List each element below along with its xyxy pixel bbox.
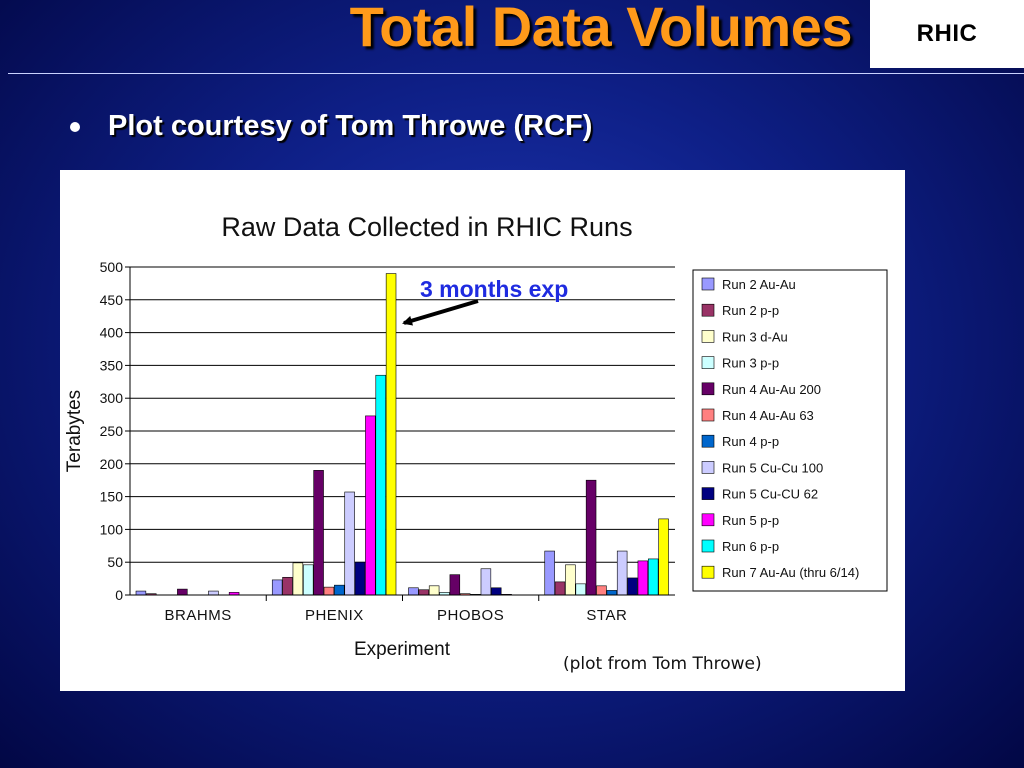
bar <box>365 415 376 596</box>
bullet-point: Plot courtesy of Tom Throwe (RCF) <box>70 110 592 143</box>
bar <box>637 560 649 596</box>
bar <box>596 585 607 596</box>
x-category-label: PHOBOS <box>437 607 504 624</box>
bar <box>375 374 386 596</box>
legend-swatch <box>701 539 715 553</box>
bar <box>408 587 419 596</box>
y-tick-label: 450 <box>100 292 124 308</box>
bullet-dot-icon <box>70 121 80 132</box>
bar <box>135 590 147 596</box>
bar <box>418 589 430 596</box>
bullet-text: Plot courtesy of Tom Throwe (RCF) <box>108 110 593 142</box>
x-category-label: PHENIX <box>305 607 364 624</box>
legend-swatch <box>701 487 715 500</box>
legend-label: Run 2 p-p <box>722 303 779 318</box>
legend-swatch <box>701 461 715 474</box>
x-axis-title: Experiment <box>354 639 451 660</box>
legend-swatch <box>701 356 715 369</box>
legend-swatch <box>701 513 715 527</box>
bar <box>449 574 461 596</box>
legend-label: Run 4 Au-Au 200 <box>722 382 821 397</box>
bar <box>658 518 669 596</box>
bars <box>135 273 669 596</box>
bar <box>271 579 283 596</box>
chart-panel: Raw Data Collected in RHIC Runs 0 50 100 15… <box>60 170 905 691</box>
callout-label: 3 months exp <box>420 276 568 302</box>
x-category-label: BRAHMS <box>165 607 232 624</box>
title-divider <box>8 73 1024 74</box>
bar <box>334 584 345 596</box>
legend-swatch <box>701 382 715 396</box>
y-axis-title: Terabytes <box>64 390 85 472</box>
legend-label: Run 5 p-p <box>722 513 779 528</box>
logo-text: RHIC <box>916 20 978 47</box>
bar <box>585 479 597 596</box>
y-tick-label: 150 <box>100 489 124 505</box>
bar-chart: Raw Data Collected in RHIC Runs 0 50 100 15… <box>64 212 888 674</box>
legend-swatch <box>701 565 715 579</box>
legend-label: Run 6 p-p <box>722 539 779 554</box>
bar <box>627 577 638 596</box>
bar <box>208 590 219 596</box>
legend-swatch <box>701 330 715 343</box>
bar <box>177 588 188 596</box>
y-tick-label: 300 <box>100 390 124 406</box>
chart-title: Raw Data Collected in RHIC Runs <box>221 212 632 242</box>
legend-swatch <box>701 408 715 422</box>
legend-label: Run 2 Au-Au <box>722 277 796 292</box>
y-tick-label: 250 <box>100 423 124 439</box>
legend-box <box>692 269 888 592</box>
bar <box>616 550 628 596</box>
bar <box>606 590 618 596</box>
bar <box>303 564 314 596</box>
y-tick-label: 200 <box>100 456 124 472</box>
bar <box>354 561 366 596</box>
legend-label: Run 3 p-p <box>722 356 779 371</box>
bar <box>282 576 293 596</box>
bar <box>344 491 355 596</box>
y-tick-label: 350 <box>100 357 124 373</box>
bar <box>647 558 659 596</box>
legend-swatch <box>701 434 715 448</box>
y-tick-label: 50 <box>107 554 123 570</box>
y-tick-label: 400 <box>100 325 124 341</box>
legend: Run 2 Au-Au Run 2 p-p Run 3 d-Au Run 3 p-p R… <box>701 277 859 580</box>
legend-label: Run 5 Cu-Cu 100 <box>722 460 823 475</box>
bar <box>575 583 586 596</box>
y-tick-label: 0 <box>115 587 123 603</box>
bar <box>491 587 502 596</box>
bar <box>323 586 335 596</box>
y-tick-label: 500 <box>100 259 124 275</box>
grid-lines <box>130 266 675 563</box>
x-category-label: STAR <box>586 607 627 624</box>
bar <box>292 562 304 596</box>
y-tick-label: 100 <box>100 521 124 537</box>
bar <box>554 581 566 596</box>
bar <box>428 585 440 596</box>
callout-arrow <box>402 299 479 326</box>
legend-label: Run 4 Au-Au 63 <box>722 408 814 423</box>
legend-label: Run 7 Au-Au (thru 6/14) <box>722 565 859 580</box>
bar <box>544 550 555 596</box>
legend-label: Run 4 p-p <box>722 434 779 449</box>
axes: 0 50 100 150 200 250 300 350 400 450 500 BRAHMS PHEN… <box>100 259 675 624</box>
rhic-logo: RHIC <box>870 0 1024 68</box>
bar <box>565 564 576 596</box>
legend-label: Run 3 d-Au <box>722 329 788 344</box>
legend-swatch <box>701 277 715 291</box>
legend-label: Run 5 Cu-CU 62 <box>722 487 818 502</box>
bar <box>480 568 492 596</box>
slide-title: Total Data Volumes <box>349 0 853 58</box>
legend-swatch <box>701 303 715 317</box>
bar <box>313 470 324 596</box>
plot-credit: (plot from Tom Throwe) <box>563 654 762 674</box>
bar <box>385 273 397 596</box>
